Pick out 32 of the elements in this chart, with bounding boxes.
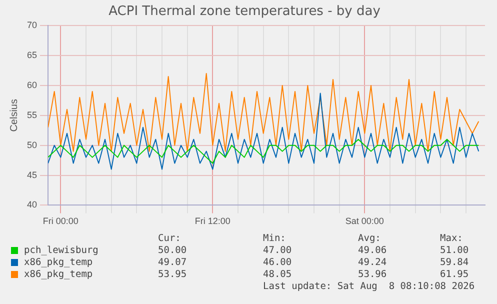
text: 61.95 xyxy=(440,269,469,280)
text: Last update: Sat Aug 8 08:10:08 2026 xyxy=(263,281,475,292)
text: 49.06 xyxy=(358,245,387,256)
legend-label: x86_pkg_temp xyxy=(24,269,93,280)
x-tick-label: Fri 12:00 xyxy=(194,216,230,226)
text: Avg: xyxy=(358,233,381,244)
y-axis-title: Celsius xyxy=(8,99,20,132)
y-tick-label: 50 xyxy=(26,140,38,150)
chart-title: ACPI Thermal zone temperatures - by day xyxy=(108,4,381,20)
y-tick-label: 60 xyxy=(26,80,38,90)
x-tick-label: Fri 00:00 xyxy=(42,216,78,226)
text: Min: xyxy=(263,233,286,244)
text: Cur: xyxy=(158,233,181,244)
text: 46.00 xyxy=(263,257,292,268)
text: 48.05 xyxy=(263,269,292,280)
y-tick-label: 40 xyxy=(26,200,38,210)
legend-label: pch_lewisburg xyxy=(24,245,98,256)
text: 51.00 xyxy=(440,245,469,256)
y-tick-label: 45 xyxy=(26,170,38,180)
text: 53.95 xyxy=(158,269,187,280)
x-tick-label: Sat 00:00 xyxy=(345,216,384,226)
text: 53.96 xyxy=(358,269,387,280)
text: 49.07 xyxy=(158,257,187,268)
text: 59.84 xyxy=(440,257,469,268)
text: 47.00 xyxy=(263,245,292,256)
text: 49.24 xyxy=(358,257,387,268)
y-tick-label: 55 xyxy=(26,110,38,120)
text: Max: xyxy=(440,233,463,244)
legend-label: x86_pkg_temp xyxy=(24,257,93,268)
text: 50.00 xyxy=(158,245,187,256)
y-tick-label: 65 xyxy=(26,50,38,60)
y-tick-label: 70 xyxy=(26,20,38,30)
